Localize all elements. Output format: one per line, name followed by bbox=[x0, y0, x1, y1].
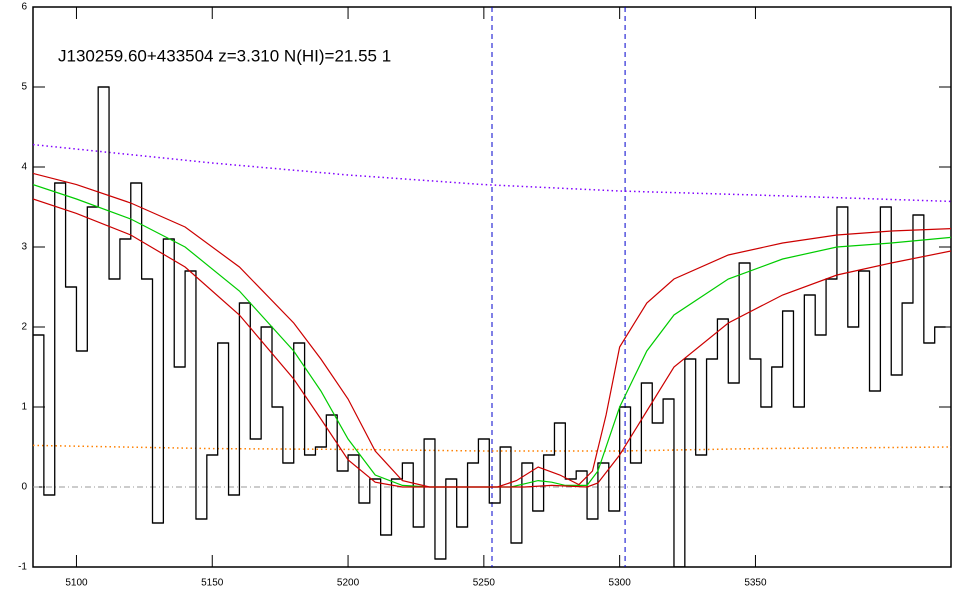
y-tick-label: 3 bbox=[21, 242, 27, 253]
model-curve bbox=[33, 184, 951, 488]
y-tick-label: 6 bbox=[21, 2, 27, 13]
chart-title: J130259.60+433504 z=3.310 N(HI)=21.55 1 bbox=[58, 46, 391, 65]
model-curve bbox=[33, 172, 951, 488]
y-tick-label: 2 bbox=[21, 322, 27, 333]
x-tick-label: 5300 bbox=[609, 578, 632, 589]
y-tick-label: 0 bbox=[21, 482, 27, 493]
y-tick-label: 4 bbox=[21, 162, 27, 173]
x-tick-label: 5350 bbox=[744, 578, 767, 589]
x-tick-label: 5200 bbox=[337, 578, 360, 589]
y-tick-label: -1 bbox=[18, 562, 27, 573]
flux-step-connector bbox=[33, 86, 946, 567]
x-tick-label: 5150 bbox=[201, 578, 224, 589]
y-tick-label: 1 bbox=[21, 402, 27, 413]
dotted-curve bbox=[33, 143, 951, 203]
dotted-curve bbox=[33, 444, 951, 452]
y-tick-label: 5 bbox=[21, 82, 27, 93]
x-tick-label: 5100 bbox=[65, 578, 88, 589]
x-tick-label: 5250 bbox=[473, 578, 496, 589]
model-curve bbox=[33, 198, 951, 488]
